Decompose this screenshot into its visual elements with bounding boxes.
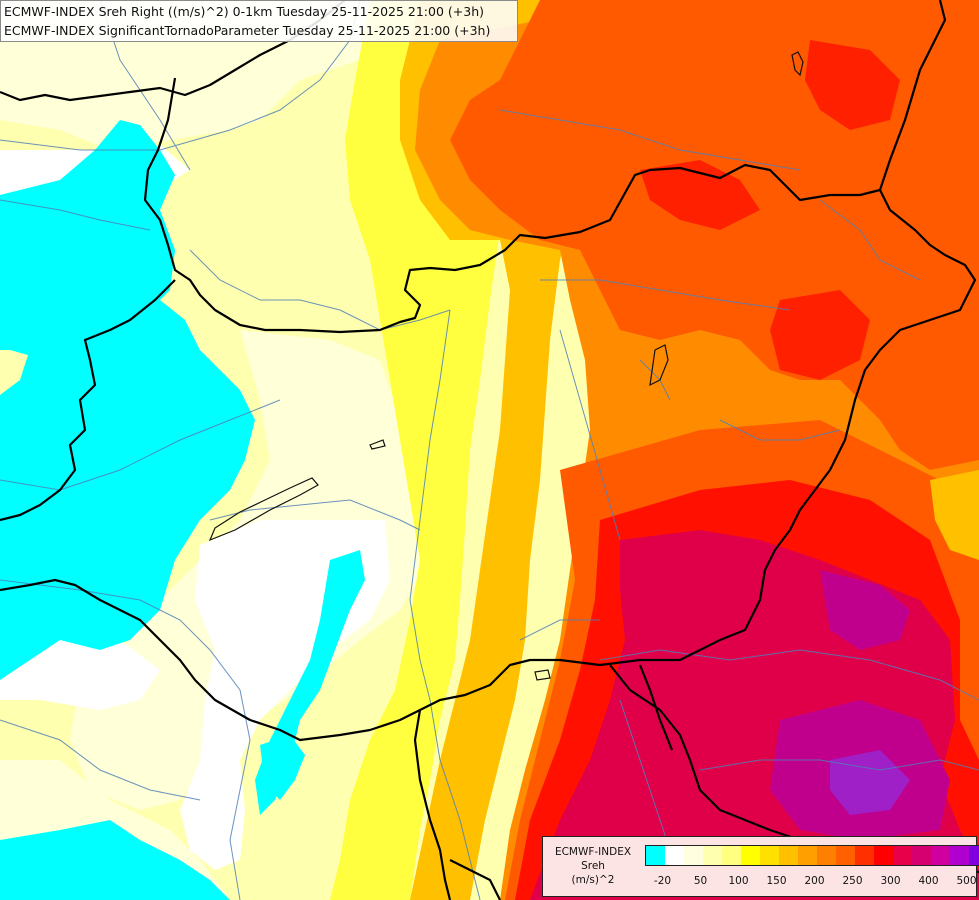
border-west bbox=[0, 279, 176, 522]
title-line-stp: ECMWF-INDEX SignificantTornadoParameter … bbox=[4, 23, 491, 38]
legend-swatch bbox=[665, 846, 684, 865]
title-line-sreh: ECMWF-INDEX Sreh Right ((m/s)^2) 0-1km T… bbox=[4, 4, 484, 19]
legend-tick: 200 bbox=[804, 875, 825, 887]
legend-swatch bbox=[817, 846, 836, 865]
field-cyan-south bbox=[0, 820, 230, 900]
legend-tick: 250 bbox=[842, 875, 863, 887]
legend-swatch bbox=[798, 846, 817, 865]
lake-small-1 bbox=[369, 439, 386, 450]
legend-swatch bbox=[950, 846, 969, 865]
border-hungary-south bbox=[0, 189, 977, 742]
legend-swatch bbox=[836, 846, 855, 865]
field-red-northeast bbox=[805, 40, 900, 130]
field-cyan-patch bbox=[260, 735, 305, 800]
legend-swatch bbox=[760, 846, 779, 865]
field-red-east bbox=[770, 290, 870, 380]
field-white-sw bbox=[0, 640, 160, 710]
legend-swatch bbox=[912, 846, 931, 865]
map-title-box: ECMWF-INDEX Sreh Right ((m/s)^2) 0-1km T… bbox=[0, 0, 518, 42]
legend-tick: -20 bbox=[653, 875, 672, 887]
legend-tick: 150 bbox=[766, 875, 787, 887]
legend-unit-label: (m/s)^2 bbox=[571, 874, 615, 886]
legend-title: ECMWF-INDEX Sreh (m/s)^2 bbox=[547, 845, 639, 887]
legend-swatch bbox=[779, 846, 798, 865]
lakes bbox=[208, 51, 804, 681]
field-yellow bbox=[330, 0, 560, 900]
legend-model-label: ECMWF-INDEX bbox=[554, 846, 632, 858]
border-se bbox=[638, 664, 674, 751]
lake-small-3 bbox=[649, 344, 669, 387]
lake-balaton bbox=[208, 477, 319, 542]
lake-small-2 bbox=[791, 51, 804, 77]
legend-swatch bbox=[931, 846, 950, 865]
color-legend: ECMWF-INDEX Sreh (m/s)^2 -20 50 100 150 200 2… bbox=[542, 836, 979, 897]
border-sw bbox=[413, 709, 452, 900]
legend-tick: 100 bbox=[728, 875, 749, 887]
border-nw-descent bbox=[143, 0, 947, 334]
legend-swatch bbox=[893, 846, 912, 865]
legend-swatch bbox=[684, 846, 703, 865]
legend-tick-labels: -2050100150200250300400500700 bbox=[645, 875, 977, 889]
legend-tick: 500 bbox=[956, 875, 977, 887]
legend-swatch bbox=[703, 846, 722, 865]
legend-swatch bbox=[874, 846, 893, 865]
legend-tick: 400 bbox=[918, 875, 939, 887]
legend-swatch bbox=[855, 846, 874, 865]
field-cyan-west bbox=[0, 120, 255, 680]
legend-color-scale bbox=[645, 845, 979, 866]
legend-variable-label: Sreh bbox=[581, 860, 605, 872]
legend-swatch bbox=[969, 846, 979, 865]
legend-swatch bbox=[741, 846, 760, 865]
border-far-sw bbox=[449, 859, 501, 900]
field-magenta bbox=[820, 570, 910, 650]
legend-tick: 50 bbox=[693, 875, 708, 887]
legend-swatch bbox=[722, 846, 741, 865]
field-yellow-east bbox=[930, 470, 979, 560]
field-purple bbox=[830, 750, 910, 815]
lake-small-4 bbox=[534, 669, 551, 681]
legend-tick: 300 bbox=[880, 875, 901, 887]
legend-swatch bbox=[646, 846, 665, 865]
field-red-north bbox=[640, 160, 760, 230]
